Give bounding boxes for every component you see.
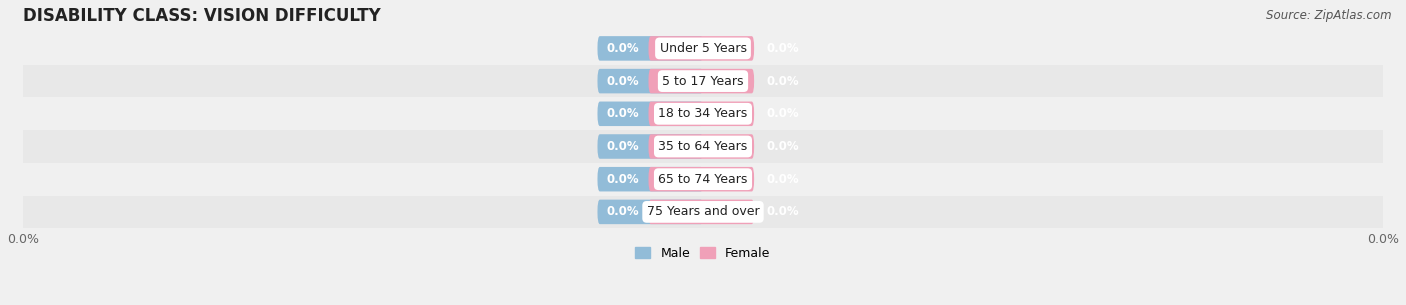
Text: Under 5 Years: Under 5 Years	[659, 42, 747, 55]
Text: 0.0%: 0.0%	[607, 140, 640, 153]
Text: DISABILITY CLASS: VISION DIFFICULTY: DISABILITY CLASS: VISION DIFFICULTY	[22, 7, 381, 25]
Text: 0.0%: 0.0%	[607, 75, 640, 88]
FancyBboxPatch shape	[598, 134, 703, 159]
Text: 0.0%: 0.0%	[766, 42, 799, 55]
Text: Source: ZipAtlas.com: Source: ZipAtlas.com	[1267, 9, 1392, 22]
FancyBboxPatch shape	[648, 134, 754, 159]
Bar	[22, 196, 1384, 228]
FancyBboxPatch shape	[598, 167, 703, 192]
Text: 75 Years and over: 75 Years and over	[647, 205, 759, 218]
FancyBboxPatch shape	[648, 102, 754, 126]
Text: 35 to 64 Years: 35 to 64 Years	[658, 140, 748, 153]
FancyBboxPatch shape	[598, 102, 703, 126]
Text: 0.0%: 0.0%	[766, 140, 799, 153]
Text: 0.0%: 0.0%	[766, 75, 799, 88]
Bar	[22, 65, 1384, 98]
Text: 18 to 34 Years: 18 to 34 Years	[658, 107, 748, 120]
FancyBboxPatch shape	[648, 167, 754, 192]
Text: 0.0%: 0.0%	[607, 42, 640, 55]
Bar	[22, 98, 1384, 130]
FancyBboxPatch shape	[648, 36, 754, 61]
Text: 0.0%: 0.0%	[607, 205, 640, 218]
FancyBboxPatch shape	[598, 200, 703, 224]
Bar	[22, 130, 1384, 163]
Bar	[22, 163, 1384, 196]
Text: 65 to 74 Years: 65 to 74 Years	[658, 173, 748, 186]
Legend: Male, Female: Male, Female	[630, 242, 776, 265]
FancyBboxPatch shape	[598, 36, 703, 61]
FancyBboxPatch shape	[648, 200, 754, 224]
FancyBboxPatch shape	[648, 69, 754, 93]
Text: 5 to 17 Years: 5 to 17 Years	[662, 75, 744, 88]
Text: 0.0%: 0.0%	[766, 107, 799, 120]
Text: 0.0%: 0.0%	[607, 107, 640, 120]
Text: 0.0%: 0.0%	[766, 205, 799, 218]
Bar	[22, 32, 1384, 65]
Text: 0.0%: 0.0%	[766, 173, 799, 186]
Text: 0.0%: 0.0%	[607, 173, 640, 186]
FancyBboxPatch shape	[598, 69, 703, 93]
